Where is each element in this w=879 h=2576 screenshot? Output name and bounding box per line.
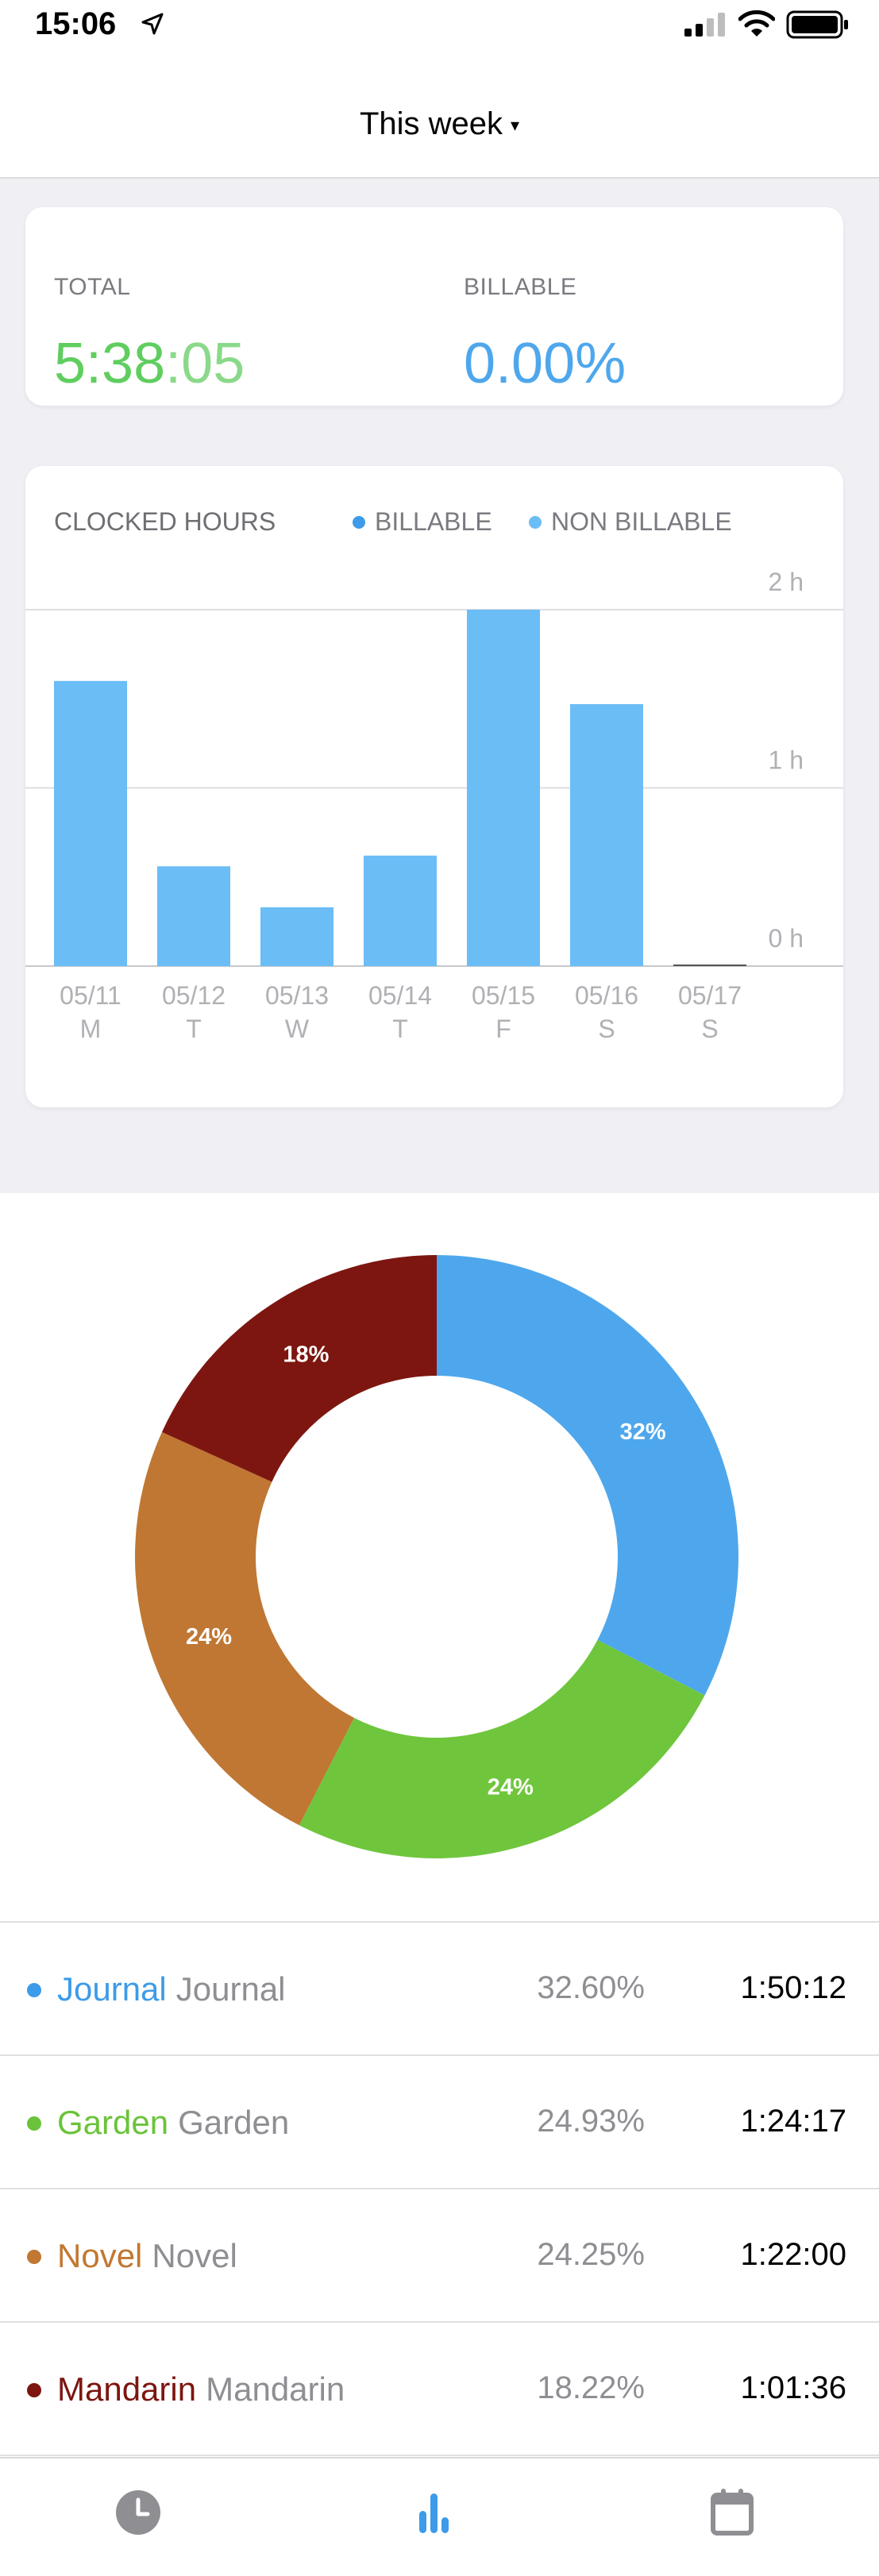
total-label: TOTAL	[54, 274, 131, 300]
donut-slice-label: 32%	[620, 1419, 666, 1445]
legend-dot-billable	[353, 515, 365, 529]
project-color-dot	[27, 2116, 41, 2131]
period-label: This week	[359, 106, 503, 141]
clock-icon[interactable]	[113, 2487, 164, 2538]
header: This week ▾	[0, 56, 879, 179]
billable-percentage: 0.00%	[464, 332, 626, 395]
project-label: Journal	[57, 1970, 167, 2008]
y-tick-label: 1 h	[769, 746, 804, 775]
client-label: Novel	[152, 2237, 237, 2274]
battery-icon	[786, 10, 848, 39]
y-tick-label: 0 h	[769, 924, 804, 953]
project-name: Journal Journal	[57, 1970, 286, 2008]
project-color-dot	[27, 2250, 41, 2264]
project-name: Novel Novel	[57, 2237, 237, 2275]
client-label: Mandarin	[206, 2370, 345, 2408]
client-label: Garden	[178, 2104, 290, 2141]
project-row-journal[interactable]: Journal Journal 32.60% 1:50:12	[0, 1923, 879, 2056]
legend-non-billable-label: NON BILLABLE	[551, 507, 732, 536]
x-tick-date: 05/17	[678, 981, 742, 1010]
client-label: Journal	[175, 1970, 286, 2008]
project-duration: 1:50:12	[740, 1970, 846, 2005]
project-label: Garden	[57, 2104, 169, 2141]
bar-non-billable[interactable]	[157, 866, 230, 966]
location-arrow-icon	[141, 13, 164, 35]
project-percentage: 32.60%	[537, 1970, 645, 2005]
x-tick-weekday: F	[495, 1015, 511, 1043]
x-tick-date: 05/16	[575, 981, 638, 1010]
total-duration: 5:38:05	[54, 331, 245, 396]
x-tick-weekday: W	[285, 1015, 310, 1043]
project-name: Garden Garden	[57, 2104, 289, 2142]
donut-slice[interactable]	[437, 1255, 738, 1696]
project-percentage: 18.22%	[537, 2370, 645, 2405]
project-duration: 1:01:36	[740, 2370, 846, 2405]
project-duration: 1:24:17	[740, 2104, 846, 2139]
reports-icon[interactable]	[410, 2487, 461, 2538]
donut-slice[interactable]	[134, 1431, 355, 1826]
project-share-donut-chart: 32% 24% 24% 18%	[134, 1255, 738, 1858]
project-label: Mandarin	[57, 2370, 197, 2408]
legend-non-billable: NON BILLABLE	[529, 507, 732, 537]
total-seconds: 05	[181, 332, 245, 395]
donut-slice-label: 24%	[186, 1624, 232, 1650]
chevron-down-icon: ▾	[511, 115, 520, 136]
x-tick-date: 05/12	[162, 981, 226, 1010]
project-name: Mandarin Mandarin	[57, 2370, 345, 2409]
wifi-icon	[738, 10, 775, 37]
bar-non-billable[interactable]	[54, 680, 127, 966]
bar-non-billable[interactable]	[467, 610, 540, 966]
donut-slice[interactable]	[161, 1255, 437, 1482]
status-time: 15:06	[35, 6, 117, 41]
donut-slice-label: 18%	[283, 1342, 329, 1367]
x-tick-weekday: M	[80, 1015, 102, 1043]
reports-summary-area: TOTAL BILLABLE 5:38:05 0.00% 2 h 1 h 0 h 05…	[0, 179, 879, 1193]
cellular-signal-icon	[684, 13, 725, 37]
legend-billable: BILLABLE	[353, 507, 492, 537]
bar-non-billable[interactable]	[364, 855, 437, 966]
billable-label: BILLABLE	[464, 274, 577, 300]
project-percentage: 24.93%	[537, 2104, 645, 2139]
project-label: Novel	[57, 2237, 143, 2274]
tab-bar	[0, 2457, 879, 2576]
project-color-dot	[27, 1983, 41, 1997]
project-row-garden[interactable]: Garden Garden 24.93% 1:24:17	[0, 2056, 879, 2189]
summary-card: TOTAL BILLABLE 5:38:05 0.00%	[25, 207, 843, 406]
x-tick-date: 05/14	[368, 981, 432, 1010]
x-tick-weekday: S	[598, 1015, 615, 1043]
legend-dot-non-billable	[529, 515, 542, 529]
x-tick-date: 05/11	[60, 981, 121, 1010]
total-separator: :	[165, 332, 182, 395]
project-percentage: 24.25%	[537, 2237, 645, 2272]
chart-title: CLOCKED HOURS	[54, 507, 276, 536]
legend-billable-label: BILLABLE	[375, 507, 492, 536]
project-color-dot	[27, 2383, 41, 2397]
calendar-icon[interactable]	[707, 2487, 758, 2538]
donut-slice[interactable]	[299, 1639, 705, 1858]
clocked-hours-chart: 2 h 1 h 0 h 05/11 M 05/12 T 05/13 W 05/14 T 05/15 F 0…	[25, 568, 843, 1043]
clocked-hours-card: 2 h 1 h 0 h 05/11 M 05/12 T 05/13 W 05/14 T 05/15 F 0…	[25, 466, 843, 1107]
x-tick-weekday: T	[186, 1015, 202, 1043]
period-selector[interactable]: This week ▾	[0, 106, 879, 142]
project-list: Journal Journal 32.60% 1:50:12 Garden Gard…	[0, 1921, 879, 2456]
x-tick-weekday: S	[701, 1015, 718, 1043]
x-tick-weekday: T	[392, 1015, 408, 1043]
x-tick-date: 05/13	[265, 981, 329, 1010]
status-bar: 15:06	[0, 0, 879, 56]
donut-slice-label: 24%	[488, 1775, 534, 1800]
project-row-mandarin[interactable]: Mandarin Mandarin 18.22% 1:01:36	[0, 2323, 879, 2456]
project-duration: 1:22:00	[740, 2237, 846, 2272]
total-hours-minutes: 5:38	[54, 332, 166, 395]
y-tick-label: 2 h	[769, 568, 804, 596]
bar-non-billable[interactable]	[260, 907, 333, 966]
x-tick-date: 05/15	[472, 981, 535, 1010]
project-row-novel[interactable]: Novel Novel 24.25% 1:22:00	[0, 2189, 879, 2323]
bar-non-billable[interactable]	[570, 703, 643, 966]
